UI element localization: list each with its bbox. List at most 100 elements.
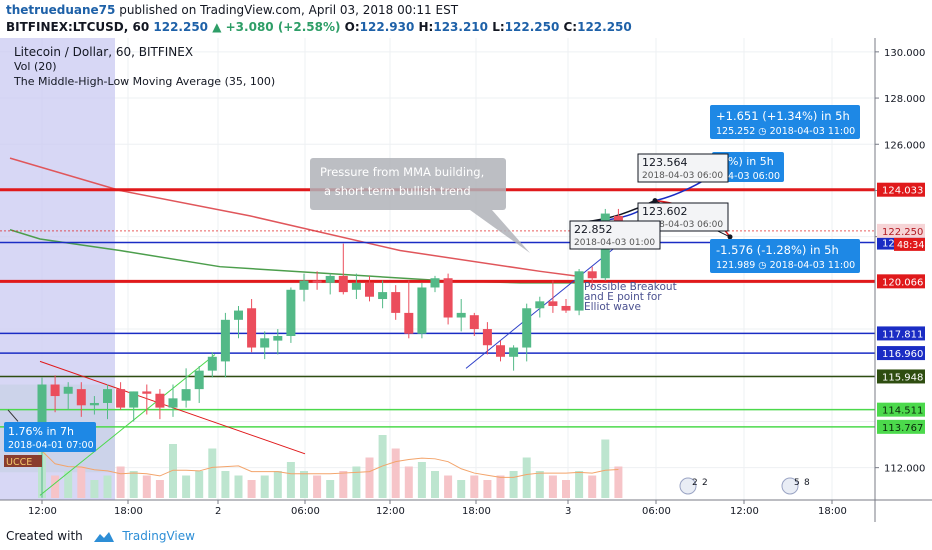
volume-bar (470, 475, 479, 498)
annotations: Pressure from MMA building, a short term … (4, 105, 860, 495)
proj-mid-line1: %) in 5h (728, 155, 774, 168)
volume-bar (234, 475, 243, 498)
proj-mid-box (712, 152, 784, 182)
y-tick-label: 126.000 (884, 140, 925, 151)
candle-body (535, 301, 545, 309)
left-badge-box (4, 455, 42, 467)
footer: Created with TradingView (0, 522, 932, 550)
low-value: 122.250 (504, 20, 560, 34)
left-proj-box (4, 422, 96, 452)
price-box-value: 22.852 (574, 223, 613, 236)
candle-body (63, 386, 73, 394)
candle-body (37, 384, 47, 445)
breakout-note: Possible Breakout (584, 281, 677, 293)
level-tag (877, 369, 925, 384)
x-tick-label: 18:00 (818, 506, 847, 517)
candle-body (351, 282, 361, 290)
candle-body (509, 347, 519, 357)
level-tag (877, 402, 925, 417)
volume-bar (535, 471, 544, 498)
high-label: H: (418, 20, 434, 34)
candle-body (482, 329, 492, 346)
ma-red-line (9, 157, 576, 277)
event-count-a: 2 (692, 478, 698, 488)
volume-bar (260, 475, 269, 498)
event-flag-icon (679, 477, 697, 495)
volume-bar (417, 462, 426, 498)
y-tick-label: 128.000 (884, 94, 925, 105)
proj-down-line2: 121.989 ◷ 2018-04-03 11:00 (716, 260, 855, 271)
high-value: 123.210 (433, 20, 488, 34)
callout-text-1: Pressure from MMA building, (320, 165, 484, 179)
current-price-label: 122.250 (882, 227, 923, 238)
y-tick-label: 112.000 (884, 464, 925, 475)
legend-title: Litecoin / Dollar, 60, BITFINEX (14, 45, 193, 59)
candle-body (50, 384, 60, 397)
candle-body (194, 370, 204, 390)
candle-body (548, 301, 558, 306)
left-proj-line1: 1.76% in 7h (8, 425, 74, 438)
candle-body (404, 312, 414, 334)
candle-body (522, 308, 532, 348)
last-price: 122.250 (153, 20, 209, 34)
callout-box (310, 158, 506, 210)
x-tick-label: 18:00 (462, 506, 491, 517)
volume-bar (129, 471, 138, 498)
volume-bar (300, 471, 308, 498)
candle-body (430, 278, 440, 288)
price-box-time: 2018-04-03 06:00 (642, 171, 723, 181)
candle-body (378, 292, 388, 300)
level-tag (877, 182, 925, 197)
level-tag (877, 274, 925, 289)
price-axis[interactable]: 130.000128.000126.000124.000122.000112.0… (875, 48, 925, 475)
event-count-b: 8 (804, 478, 810, 488)
candle-body (443, 278, 453, 318)
candle-body (142, 391, 152, 394)
volume-bar (575, 471, 584, 498)
level-tag-label: 116.960 (882, 349, 923, 360)
legend-vol: Vol (20) (14, 60, 57, 73)
tradingview-brand[interactable]: TradingView (122, 529, 195, 543)
volume-bar (326, 480, 335, 498)
candle-body (103, 389, 112, 403)
created-with-text: Created with (6, 529, 83, 543)
legend-mma: The Middle-High-Low Moving Average (35, … (13, 75, 275, 88)
author-username[interactable]: thetrueduane75 (6, 3, 116, 17)
volume-bar (352, 466, 361, 498)
volume-bar (404, 466, 413, 498)
level-tag-label: 113.767 (882, 423, 923, 434)
candle-body (181, 389, 191, 401)
volume-bar (90, 480, 99, 498)
event-count-b: 2 (702, 478, 708, 488)
callout-text-2: a short term bullish trend (324, 184, 471, 198)
candle-body (456, 312, 466, 318)
candle-body (496, 345, 505, 357)
price-chart[interactable]: Pressure from MMA building, a short term … (0, 38, 932, 522)
volume-bar (522, 457, 531, 498)
level-tag-label: 124.033 (882, 186, 923, 197)
left-proj-line2: 2018-04-01 07:00 (8, 440, 94, 451)
proj-up-line1: +1.651 (+1.34%) in 5h (716, 109, 850, 123)
volume-bar (103, 475, 112, 498)
volume-bar (51, 475, 60, 498)
x-tick-label: 18:00 (114, 506, 143, 517)
volume-bar (562, 480, 570, 498)
volume-bar (169, 444, 177, 498)
volume-bar (247, 480, 256, 498)
candle-body (220, 319, 230, 362)
x-tick-label: 3 (565, 506, 571, 517)
volume-bar (496, 475, 505, 498)
volume-bar (457, 480, 466, 498)
breakout-note: Elliot wave (584, 301, 641, 313)
time-axis[interactable]: 12:00 18:00 2 06:00 12:00 18:00 3 06:00 12:00 18:… (28, 500, 847, 517)
x-tick-label: 12:00 (376, 506, 405, 517)
countdown-tag (894, 237, 925, 251)
candle-body (299, 280, 309, 290)
candle-body (247, 308, 257, 348)
volume-bar (483, 480, 492, 498)
level-tag (877, 326, 925, 341)
open-value: 122.930 (359, 20, 415, 34)
candle-body (587, 271, 597, 279)
price-box (637, 153, 729, 183)
symbol-label: BITFINEX:LTCUSD, 60 (6, 20, 150, 34)
